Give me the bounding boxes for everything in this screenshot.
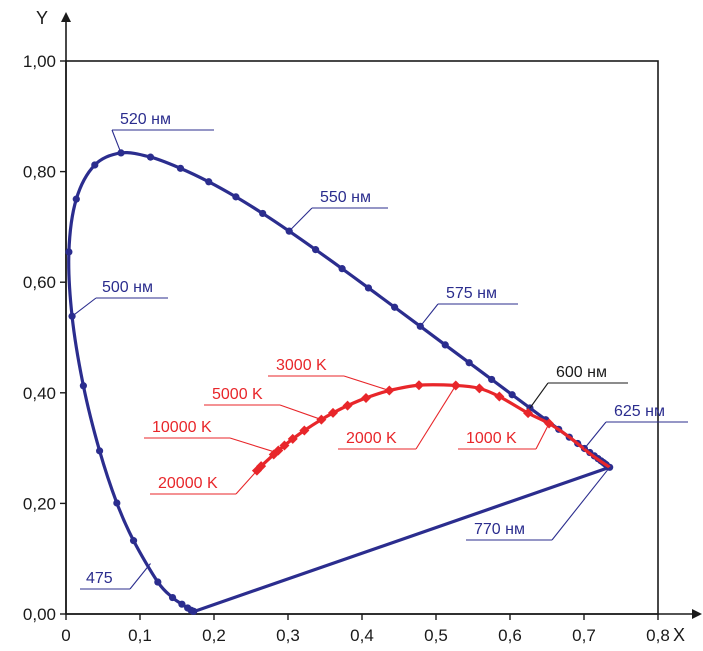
annotation-leader bbox=[584, 421, 607, 449]
spectral-locus-point bbox=[441, 341, 449, 349]
planckian-locus-point bbox=[327, 407, 338, 418]
x-axis-title: X bbox=[673, 625, 685, 645]
x-tick-label: 0,1 bbox=[128, 626, 152, 645]
planckian-locus-point bbox=[268, 449, 279, 460]
annotation-label: 625 нм bbox=[614, 403, 665, 420]
x-tick-label: 0,3 bbox=[276, 626, 300, 645]
y-axis-title: Y bbox=[36, 8, 48, 28]
planckian-locus-point bbox=[299, 425, 310, 436]
spectral-locus-point bbox=[488, 375, 496, 384]
spectral-locus-point bbox=[72, 195, 80, 203]
x-tick-label: 0,8 bbox=[646, 626, 670, 645]
spectral-locus-point bbox=[129, 537, 138, 545]
spectral-locus-point bbox=[95, 447, 104, 455]
spectral-locus-point bbox=[391, 303, 399, 311]
spectral-locus-point bbox=[65, 248, 73, 256]
annotation-label: 520 нм bbox=[120, 111, 171, 128]
annotation-label: 550 нм bbox=[320, 189, 371, 206]
annotation-label: 770 нм bbox=[474, 521, 525, 538]
y-tick-label: 0,80 bbox=[23, 163, 56, 182]
annotation-leader bbox=[288, 207, 313, 232]
planckian-locus-point bbox=[474, 383, 485, 394]
annotation-label: 10000 K bbox=[152, 419, 212, 436]
annotation-leader bbox=[111, 129, 122, 154]
series-layer bbox=[65, 149, 614, 615]
y-tick-label: 0,40 bbox=[23, 384, 56, 403]
purple-line bbox=[194, 465, 611, 613]
y-tick-label: 0,60 bbox=[23, 273, 56, 292]
spectral-locus-point bbox=[178, 600, 186, 608]
annotation-label: 500 нм bbox=[102, 279, 153, 296]
annotation-leader bbox=[419, 303, 439, 327]
spectral-locus-point bbox=[205, 178, 213, 186]
annotation-label: 575 нм bbox=[446, 285, 497, 302]
planckian-locus-point bbox=[279, 440, 290, 451]
x-tick-label: 0 bbox=[61, 626, 70, 645]
annotation-leader bbox=[235, 470, 258, 495]
annotation-leader bbox=[535, 423, 550, 450]
spectral-locus-point bbox=[508, 391, 516, 399]
annotation-label: 600 нм bbox=[556, 364, 607, 381]
spectral-locus-point bbox=[338, 265, 346, 273]
annotation-label: 475 bbox=[86, 570, 113, 587]
annotation-label: 1000 K bbox=[466, 430, 517, 447]
planckian-locus-point bbox=[413, 380, 424, 391]
spectral-locus-point bbox=[232, 193, 240, 201]
annotation-leader bbox=[129, 563, 151, 590]
annotation-label: 20000 K bbox=[158, 475, 218, 492]
annotation-leader bbox=[343, 375, 390, 392]
spectral-locus-point bbox=[146, 153, 155, 161]
planckian-locus-point bbox=[287, 433, 298, 444]
spectral-locus-point bbox=[364, 284, 373, 292]
spectral-locus-point bbox=[259, 209, 267, 218]
annotation-layer: 520 нм 550 нм 500 нм 575 нм 600 нм 625 нм 770 … bbox=[71, 111, 688, 590]
spectral-locus-point bbox=[184, 604, 192, 612]
spectral-locus-point bbox=[79, 382, 87, 390]
planckian-locus-line bbox=[255, 383, 611, 472]
annotation-leader bbox=[279, 404, 322, 421]
spectral-locus-line bbox=[67, 151, 612, 613]
spectral-locus-point bbox=[176, 164, 185, 172]
annotation-leader bbox=[551, 466, 611, 541]
y-tick-label: 1,00 bbox=[23, 52, 56, 71]
spectral-locus-point bbox=[465, 359, 473, 367]
planckian-locus-point bbox=[494, 391, 505, 402]
planckian-locus-point bbox=[523, 408, 534, 419]
annotation-label: 5000 K bbox=[212, 386, 263, 403]
annotation-leader bbox=[71, 297, 97, 317]
annotation-leader bbox=[529, 382, 549, 409]
x-tick-label: 0,4 bbox=[350, 626, 374, 645]
axis-tick-labels: 0 0,1 0,2 0,3 0,4 0,5 0,6 0,7 0,8 0,00 0,20 0,40 0,6… bbox=[23, 52, 670, 645]
spectral-locus-point bbox=[113, 499, 121, 507]
spectral-locus-point bbox=[91, 161, 99, 169]
y-tick-label: 0,00 bbox=[23, 605, 56, 624]
annotation-label: 3000 K bbox=[276, 357, 327, 374]
x-tick-label: 0,7 bbox=[572, 626, 596, 645]
annotation-leader bbox=[415, 385, 457, 450]
annotation-leader bbox=[229, 437, 274, 453]
y-tick-label: 0,20 bbox=[23, 494, 56, 513]
x-tick-label: 0,6 bbox=[498, 626, 522, 645]
spectral-locus-point bbox=[312, 246, 320, 254]
planckian-locus-point bbox=[342, 400, 353, 411]
x-tick-label: 0,2 bbox=[202, 626, 226, 645]
planckian-locus-point bbox=[360, 392, 371, 403]
axis-ticks bbox=[60, 60, 659, 620]
spectral-locus-point bbox=[168, 593, 177, 602]
annotation-label: 2000 K bbox=[346, 430, 397, 447]
plot-frame bbox=[65, 60, 659, 615]
x-tick-label: 0,5 bbox=[424, 626, 448, 645]
spectral-locus-point bbox=[154, 578, 162, 586]
